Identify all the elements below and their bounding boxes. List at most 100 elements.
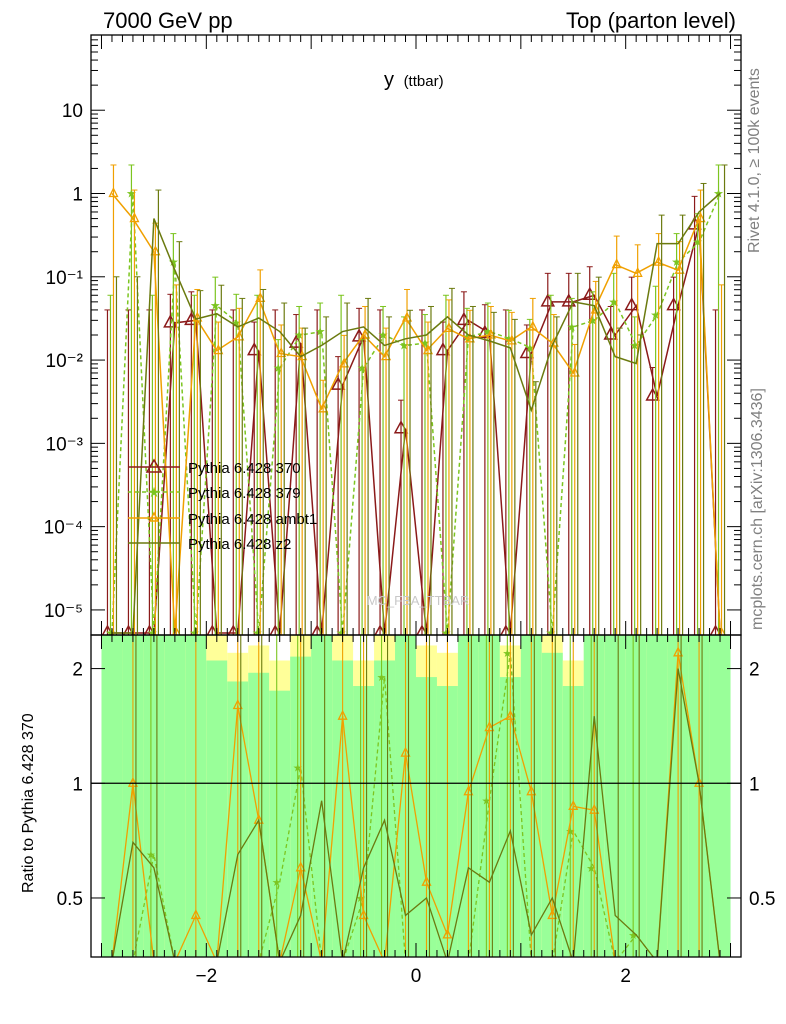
y-tick-label: 10⁻³ (46, 434, 84, 455)
ratio-axis-label: Ratio to Pythia 6.428 370 (20, 713, 37, 893)
ratio-point-ambt1 (547, 908, 558, 920)
ratio-y-tick-label: 1 (72, 774, 83, 795)
ratio-band-inner (709, 635, 731, 957)
series-line-1 (111, 193, 721, 634)
data-point-379: ★ (503, 332, 514, 346)
ratio-point-ambt1 (568, 799, 579, 810)
main-panel-series: ★ ★ ★ ★ ★ ★ ★ ★ ★ ★ ★ ★ ★ ★ ★ ★ ★ ★ ★ ★ ★ ★ ★ ★ ★ ★ ★ ★ ★ ★ (101, 164, 728, 640)
data-point-ambt1 (339, 357, 350, 368)
ratio-point-ambt1 (442, 928, 453, 939)
data-point-ambt1 (590, 303, 601, 314)
data-point-379: ★ (189, 626, 200, 640)
y-tick-label: 10 (62, 101, 83, 122)
data-point-379: ★ (378, 328, 389, 342)
ratio-point-379: ★ (272, 877, 282, 889)
mcplots-reference-label: mcplots.cern.ch [arXiv:1306.3436] (749, 388, 766, 630)
ratio-band-inner (101, 635, 123, 957)
data-point-379: ★ (441, 626, 452, 640)
data-point-ambt1 (213, 344, 224, 355)
data-point-ambt1 (632, 266, 643, 277)
data-point-ambt1 (234, 330, 245, 341)
data-point-ambt1 (276, 347, 287, 358)
chart-title: y (ttbar) (384, 69, 444, 91)
ratio-point-ambt1 (190, 908, 201, 920)
data-point-379: ★ (524, 341, 535, 355)
ratio-point-ambt1 (358, 908, 369, 920)
data-point-ambt1 (318, 402, 329, 413)
legend-marker-ambt1 (148, 511, 160, 522)
data-point-379: ★ (566, 320, 577, 334)
data-point-ambt1 (674, 263, 685, 274)
data-point-379: ★ (545, 626, 556, 640)
legend-label-370: Pythia 6.428 370 (188, 460, 301, 477)
ratio-y-tick-label-right: 0.5 (749, 889, 775, 910)
y-tick-label: 10⁻⁵ (44, 601, 83, 622)
data-point-ambt1 (527, 320, 538, 331)
series-line-2 (111, 193, 721, 634)
ratio-y-tick-label: 2 (72, 660, 83, 681)
legend-label-z2: Pythia 6.428 z2 (188, 536, 291, 553)
y-tick-label: 10⁻² (46, 351, 84, 372)
data-point-379: ★ (273, 361, 284, 375)
ratio-point-379: ★ (565, 826, 575, 838)
ratio-point-379: ★ (293, 763, 303, 775)
data-point-379: ★ (126, 187, 137, 201)
data-point-379: ★ (294, 328, 305, 342)
data-point-379: ★ (315, 325, 326, 339)
process-label: Top (parton level) (566, 8, 736, 33)
data-point-ambt1 (569, 366, 580, 377)
data-point-379: ★ (336, 626, 347, 640)
ratio-point-ambt1 (526, 785, 537, 796)
ratio-point-ambt1 (295, 861, 306, 872)
legend-label-ambt1: Pythia 6.428 ambt1 (188, 511, 317, 528)
ratio-band-inner (311, 635, 333, 957)
ratio-band-inner (206, 660, 228, 957)
data-point-ambt1 (695, 212, 706, 223)
ratio-point-379: ★ (146, 850, 156, 862)
data-point-379: ★ (587, 313, 598, 327)
data-point-ambt1 (611, 258, 622, 269)
ratio-y-tick-label-right: 2 (749, 660, 760, 681)
ratio-band-inner (374, 660, 396, 957)
ratio-band-inner (646, 635, 668, 957)
x-tick-label: −2 (195, 966, 217, 987)
legend: Pythia 6.428 370 ★ Pythia 6.428 379 Pyth… (128, 458, 317, 553)
ratio-point-ambt1 (463, 785, 474, 796)
data-point-379: ★ (252, 626, 263, 640)
ratio-point-379: ★ (481, 796, 491, 808)
ratio-point-379: ★ (502, 648, 512, 660)
data-point-379: ★ (105, 626, 116, 640)
ratio-y-tick-label: 0.5 (57, 889, 83, 910)
data-point-ambt1 (108, 187, 119, 198)
data-point-ambt1 (422, 344, 434, 355)
ratio-point-ambt1 (505, 709, 516, 720)
data-point-379: ★ (650, 308, 661, 322)
data-point-379: ★ (147, 626, 158, 640)
ratio-point-ambt1 (232, 699, 243, 710)
data-point-ambt1 (380, 350, 392, 361)
data-point-ambt1 (401, 311, 413, 322)
data-point-379: ★ (692, 235, 703, 249)
ratio-band-inner (269, 690, 291, 957)
data-point-ambt1 (150, 245, 161, 256)
ratio-point-379: ★ (586, 863, 596, 875)
y-tick-label: 1 (72, 185, 83, 206)
y-tick-label: 10⁻¹ (46, 268, 84, 289)
ratio-point-ambt1 (127, 776, 138, 787)
data-point-379: ★ (399, 338, 410, 352)
ratio-point-379: ★ (628, 930, 638, 942)
ratio-point-ambt1 (484, 721, 495, 732)
data-point-379: ★ (420, 336, 431, 350)
y-tick-label: 10⁻⁴ (44, 518, 83, 539)
ratio-point-379: ★ (356, 893, 366, 905)
ratio-point-ambt1 (400, 746, 411, 757)
ratio-line-1 (111, 652, 721, 957)
analysis-watermark: MC_FBA_TTBAR (367, 593, 470, 608)
legend-label-379: Pythia 6.428 379 (188, 485, 301, 502)
data-point-ambt1 (548, 336, 559, 347)
data-point-379: ★ (608, 295, 619, 309)
data-point-379: ★ (713, 187, 724, 201)
data-point-379: ★ (671, 255, 682, 269)
data-point-370 (624, 297, 639, 311)
